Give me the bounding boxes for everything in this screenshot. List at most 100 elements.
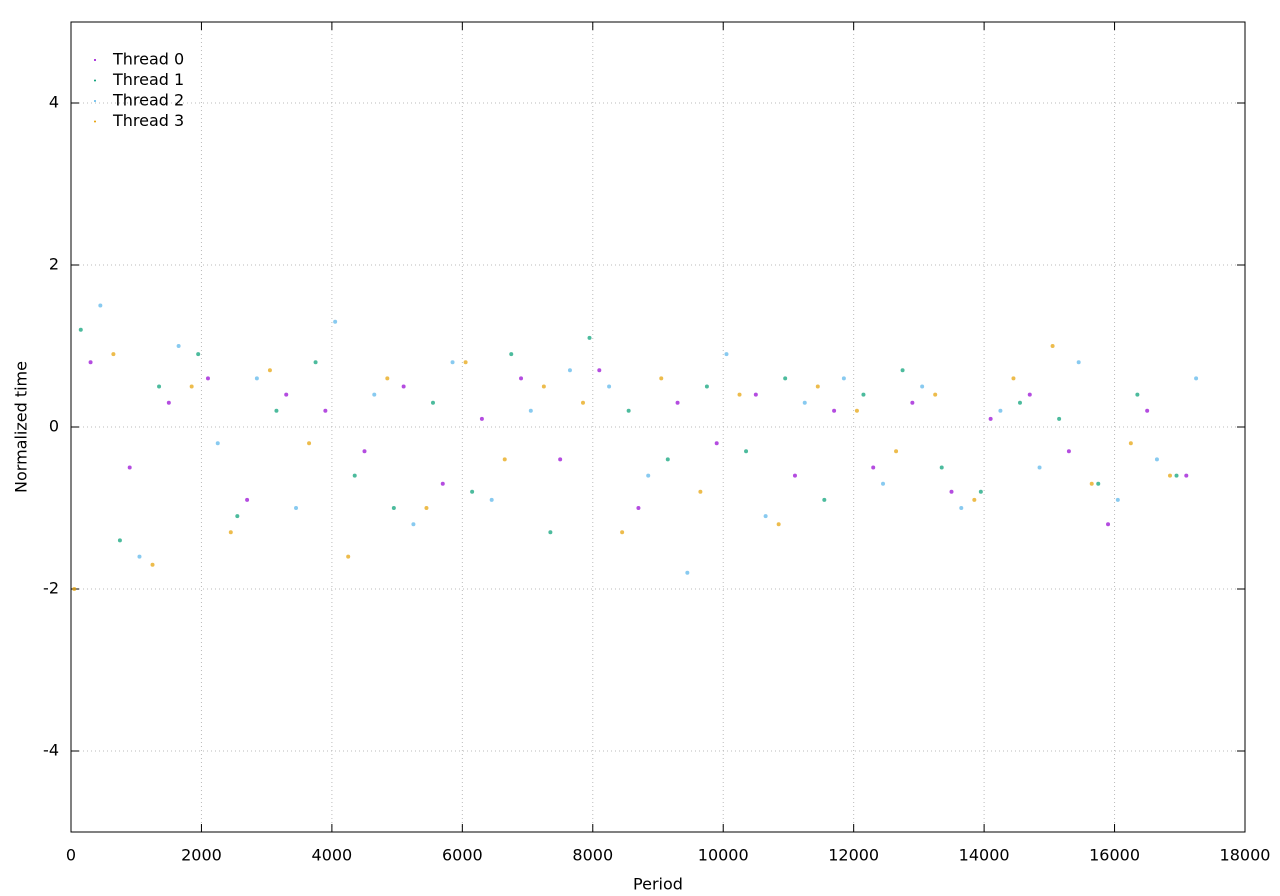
point [698,489,703,494]
point [1057,416,1062,421]
point [284,392,289,397]
point [704,384,709,389]
x-tick-label: 6000 [442,846,483,865]
point [646,473,651,478]
point [323,408,328,413]
point [1027,392,1032,397]
point [675,400,680,405]
point [815,384,820,389]
point [385,376,390,381]
point [117,538,122,543]
point [424,506,429,510]
point [541,384,546,389]
y-tick-label: -2 [43,579,59,598]
point [620,530,625,535]
point [659,376,664,381]
point [959,506,964,510]
point [1106,522,1111,527]
point [776,522,781,527]
y-tick-label: 2 [49,255,59,274]
point [470,489,475,494]
point [1050,344,1055,348]
point [597,368,602,373]
point [988,416,993,421]
point [1174,473,1179,478]
point [1066,449,1071,454]
point [157,384,162,389]
point [98,303,103,308]
point [1089,481,1094,486]
point [489,497,494,502]
point [792,473,797,478]
point [215,441,220,446]
point [841,376,846,381]
legend-marker [94,100,96,102]
point [900,368,905,373]
point [1037,465,1042,470]
legend-label: Thread 0 [112,50,184,69]
point [567,368,572,373]
point [580,400,585,405]
point [333,319,338,324]
x-axis-label: Period [633,875,683,894]
point [150,562,155,567]
point [502,457,507,462]
point [737,392,742,397]
point [294,506,299,510]
point [1154,457,1159,462]
point [910,400,915,405]
point [587,335,592,340]
point [714,441,719,446]
point [763,514,768,519]
point [307,441,312,446]
point [401,384,406,389]
point [894,449,899,454]
point [346,554,351,559]
point [1167,473,1172,478]
x-tick-label: 16000 [1089,846,1140,865]
point [1011,376,1016,381]
point [1017,400,1022,405]
point [548,530,553,535]
y-tick-label: 0 [49,417,59,436]
point [1076,360,1081,365]
point [205,376,210,381]
x-tick-label: 4000 [312,846,353,865]
point [607,384,612,389]
point [744,449,749,454]
point [854,408,859,413]
legend-marker [94,79,96,82]
point [463,360,468,365]
point [176,344,181,348]
point [72,587,77,591]
point [724,352,729,357]
point [88,360,93,365]
point [920,384,925,389]
point [362,449,367,454]
x-tick-label: 10000 [698,846,749,865]
point [881,481,886,486]
legend-marker [94,59,96,61]
point [274,408,279,413]
y-tick-label: -4 [43,741,59,760]
y-axis-label: Normalized time [12,361,31,493]
x-tick-label: 14000 [959,846,1010,865]
point [509,352,514,357]
point [411,522,416,527]
legend-label: Thread 1 [112,70,184,89]
point [196,352,201,357]
y-tick-label: 4 [49,93,59,112]
point [558,457,563,462]
point [245,497,250,502]
x-tick-label: 0 [66,846,76,865]
point [127,465,132,470]
point [998,408,1003,413]
point [137,554,142,559]
point [313,360,318,365]
point [372,392,377,397]
point [832,408,837,413]
point [519,376,524,381]
point [189,384,194,389]
